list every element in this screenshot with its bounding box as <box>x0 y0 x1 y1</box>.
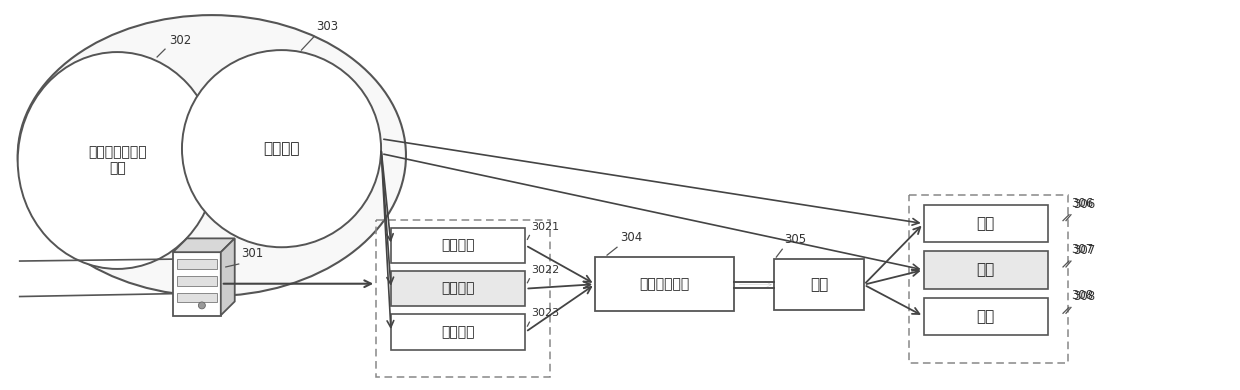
Text: 301: 301 <box>241 247 263 260</box>
Text: 303: 303 <box>316 20 339 34</box>
Polygon shape <box>174 238 234 252</box>
Text: 元素序列: 元素序列 <box>441 238 475 252</box>
Text: 信息: 信息 <box>977 262 994 277</box>
Text: 元素序列: 元素序列 <box>441 282 475 296</box>
Bar <box>174 252 221 316</box>
Text: 3022: 3022 <box>532 265 559 275</box>
Bar <box>909 195 1068 363</box>
Circle shape <box>198 302 206 309</box>
Text: 308: 308 <box>1073 291 1095 303</box>
Text: 302: 302 <box>169 34 191 47</box>
Bar <box>376 220 551 378</box>
Text: 3021: 3021 <box>532 222 559 232</box>
Bar <box>391 227 526 263</box>
Polygon shape <box>221 238 234 315</box>
Text: 矩阵: 矩阵 <box>810 277 828 292</box>
Text: 305: 305 <box>784 233 806 246</box>
Text: 306: 306 <box>1071 197 1094 210</box>
Text: 304: 304 <box>620 231 642 244</box>
Bar <box>177 292 217 303</box>
Bar <box>595 257 734 311</box>
Bar <box>391 314 526 350</box>
Text: 306: 306 <box>1073 198 1095 211</box>
Bar <box>924 298 1048 335</box>
Bar <box>391 271 526 307</box>
Text: 标识集合: 标识集合 <box>263 141 300 156</box>
Text: 信息: 信息 <box>977 309 994 324</box>
Ellipse shape <box>17 52 217 269</box>
Bar <box>177 276 217 286</box>
Text: 308: 308 <box>1071 289 1094 303</box>
Bar <box>774 259 864 310</box>
Text: 机器学习方法: 机器学习方法 <box>640 277 689 291</box>
Text: 地理信息点序列
集合: 地理信息点序列 集合 <box>88 145 146 176</box>
Bar <box>177 259 217 269</box>
Bar <box>924 251 1048 289</box>
Text: 3023: 3023 <box>532 308 559 318</box>
Ellipse shape <box>182 50 381 247</box>
Ellipse shape <box>17 15 405 296</box>
Text: 307: 307 <box>1073 244 1095 257</box>
Text: 元素序列: 元素序列 <box>441 325 475 339</box>
Text: 信息: 信息 <box>977 216 994 231</box>
Bar <box>924 205 1048 242</box>
Text: 307: 307 <box>1071 243 1094 256</box>
